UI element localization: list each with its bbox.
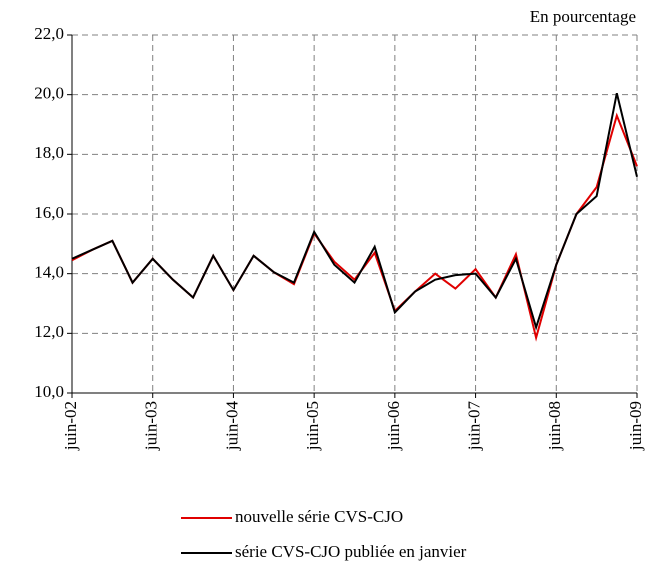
y-tick-label: 14,0 (34, 263, 64, 282)
x-tick-label: juin-09 (626, 401, 645, 451)
y-tick-label: 22,0 (34, 24, 64, 43)
x-tick-label: juin-02 (61, 401, 80, 451)
x-tick-label: juin-06 (384, 401, 403, 451)
y-tick-label: 18,0 (34, 143, 64, 162)
y-tick-label: 16,0 (34, 203, 64, 222)
y-tick-label: 12,0 (34, 322, 64, 341)
y-tick-label: 20,0 (34, 84, 64, 103)
x-tick-label: juin-07 (464, 401, 483, 452)
x-tick-label: juin-03 (142, 401, 161, 451)
annotation: En pourcentage (530, 7, 636, 26)
y-tick-label: 10,0 (34, 382, 64, 401)
series-line (71, 92, 638, 331)
legend-label: nouvelle série CVS-CJO (235, 507, 403, 526)
series-line (71, 112, 638, 342)
legend-label: série CVS-CJO publiée en janvier (235, 542, 467, 561)
x-tick-label: juin-04 (222, 401, 241, 452)
x-tick-label: juin-05 (303, 401, 322, 451)
x-tick-label: juin-08 (545, 401, 564, 451)
